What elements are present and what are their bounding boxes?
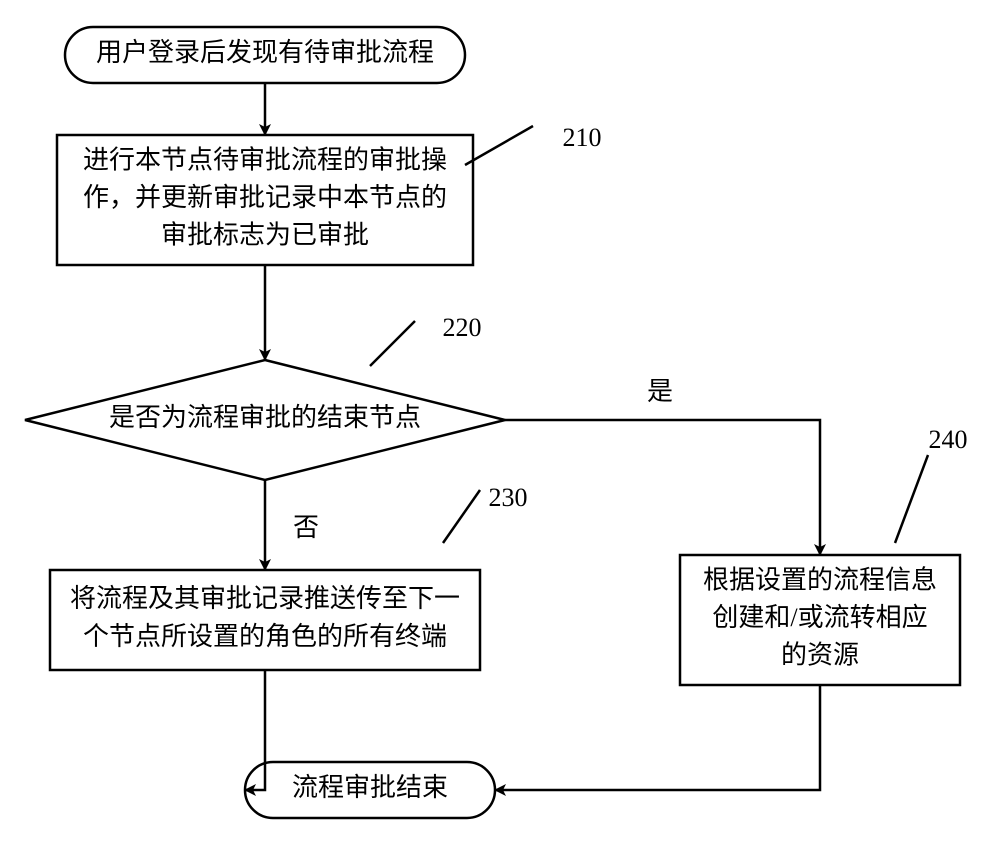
node-end-line-0: 流程审批结束	[292, 773, 448, 802]
node-n230-line-0: 将流程及其审批记录推送传至下一	[70, 584, 460, 613]
edge-5	[495, 685, 820, 790]
edge-2: 否	[265, 321, 415, 570]
node-n210-line-0: 进行本节点待审批流程的审批操	[83, 145, 447, 174]
node-n240-line-2: 的资源	[781, 641, 859, 670]
node-n240-line-1: 创建和/或流转相应	[712, 603, 927, 632]
edge-2-label: 否	[293, 513, 319, 542]
node-start: 用户登录后发现有待审批流程	[65, 27, 465, 83]
edge-3-label: 是	[647, 377, 673, 406]
node-n210-label: 210	[563, 123, 602, 152]
node-n220-line-0: 是否为流程审批的结束节点	[109, 403, 421, 432]
node-n220-label: 220	[443, 313, 482, 342]
node-end: 流程审批结束	[245, 762, 495, 818]
node-n230-line-1: 个节点所设置的角色的所有终端	[83, 622, 447, 651]
node-n210: 进行本节点待审批流程的审批操作，并更新审批记录中本节点的审批标志为已审批 210	[57, 123, 602, 265]
node-n240-line-0: 根据设置的流程信息	[703, 565, 937, 594]
edge-3: 是	[505, 377, 928, 555]
node-n240-label: 240	[929, 425, 968, 454]
node-n210-line-2: 审批标志为已审批	[161, 221, 369, 250]
node-n230: 将流程及其审批记录推送传至下一个节点所设置的角色的所有终端 230	[50, 483, 528, 670]
node-n230-label: 230	[489, 483, 528, 512]
node-start-line-0: 用户登录后发现有待审批流程	[96, 38, 434, 67]
node-n210-line-1: 作，并更新审批记录中本节点的	[83, 183, 447, 212]
